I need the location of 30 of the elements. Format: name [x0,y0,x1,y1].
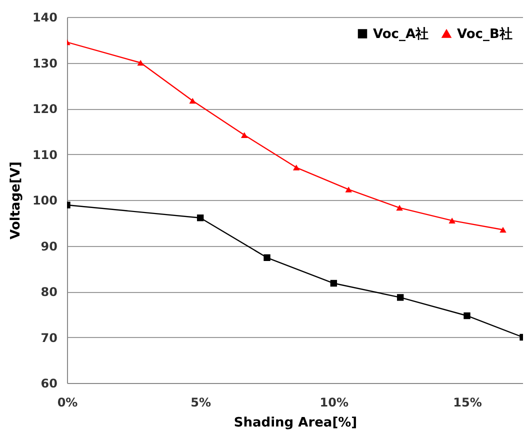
point [264,254,270,261]
point [464,312,470,320]
point [196,214,204,222]
point [330,280,338,287]
y-tick-label: 100 [32,194,58,208]
x-tick-label: 5% [190,396,212,410]
y-tick-label: 120 [32,102,58,116]
point [396,294,404,301]
point [396,204,403,211]
point [345,186,352,192]
y-axis-title: Voltage[V] [8,162,24,240]
legend-label: Voc_A社 [373,26,429,42]
x-tick-label: 15% [453,396,482,410]
y-tick-label: 130 [32,56,58,70]
legend-label: Voc_B社 [457,26,512,42]
point [500,226,506,233]
y-tick-label: 140 [32,10,58,24]
y-tick-label: 60 [40,376,58,390]
x-tick-label: 0% [57,396,78,410]
point [448,218,456,224]
point [137,60,144,66]
x-axis-title: Shading Area[%] [234,416,358,430]
y-tick-label: 90 [40,239,58,254]
point [292,164,300,170]
y-tick-label: 70 [40,330,58,345]
point [240,132,248,138]
y-tick-label: 110 [32,148,58,162]
point [189,98,196,104]
y-tick-label: 80 [40,285,58,299]
x-tick-label: 10% [320,396,349,410]
